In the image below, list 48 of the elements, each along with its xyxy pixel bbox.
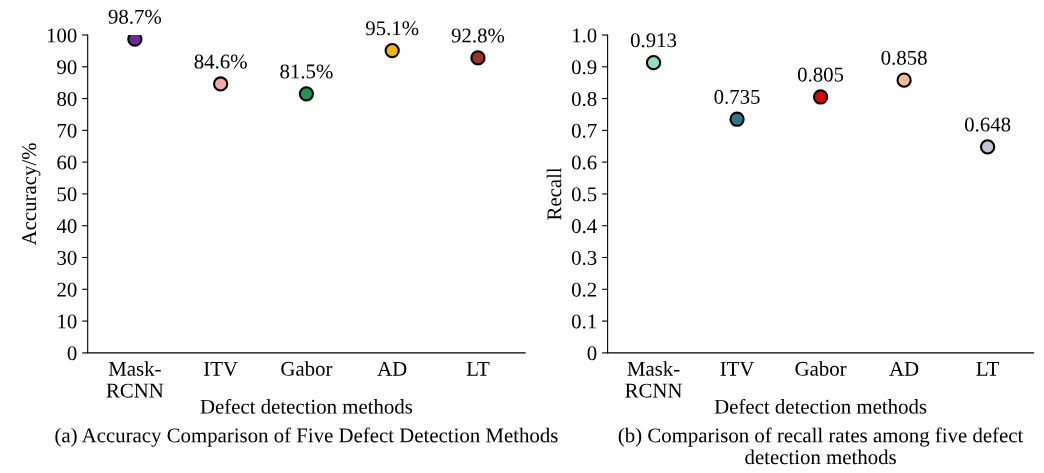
y-tick-label: 0.4 bbox=[571, 219, 597, 234]
data-label: 0.735 bbox=[714, 89, 760, 104]
y-tick-label: 0.1 bbox=[571, 314, 596, 329]
x-tick-label: Gabor bbox=[281, 361, 333, 376]
x-tick-label: ITV bbox=[204, 362, 238, 376]
x-tick-label: Mask- RCNN bbox=[625, 361, 683, 398]
text: (b) Comparison of recall rates among five defect detection methods bbox=[618, 427, 1024, 465]
x-axis-title: Defect detection methods bbox=[200, 398, 413, 414]
y-axis-title: Recall bbox=[546, 167, 562, 220]
y-tick-label: 0.9 bbox=[571, 60, 597, 75]
y-tick-label: 60 bbox=[57, 155, 77, 170]
y-tick-label: 80 bbox=[57, 91, 77, 107]
y-tick-label: 0.8 bbox=[571, 91, 597, 107]
y-tick-label: 20 bbox=[57, 282, 77, 297]
data-label: 81.5% bbox=[280, 64, 333, 79]
x-tick-label: ITV bbox=[720, 362, 755, 376]
y-tick-label: 0.3 bbox=[571, 250, 597, 266]
y-tick-label: 0.2 bbox=[571, 282, 597, 297]
y-tick-label: 50 bbox=[57, 187, 77, 202]
x-tick-label: Mask- RCNN bbox=[106, 361, 164, 398]
x-tick-label: LT bbox=[976, 362, 1000, 376]
y-tick-label: 40 bbox=[56, 219, 77, 234]
data-label: 92.8% bbox=[451, 28, 505, 43]
y-tick-label: 100 bbox=[47, 28, 77, 43]
x-tick-label: LT bbox=[466, 362, 490, 376]
data-label: 98.7% bbox=[108, 9, 162, 24]
data-label: 84.6% bbox=[194, 54, 247, 69]
data-label: 0.805 bbox=[797, 67, 844, 82]
y-tick-label: 0 bbox=[587, 346, 597, 361]
data-label: 0.648 bbox=[964, 117, 1011, 132]
data-label: 0.858 bbox=[881, 50, 927, 65]
y-tick-label: 90 bbox=[57, 60, 77, 75]
y-tick-label: 0.6 bbox=[571, 155, 597, 170]
y-tick-label: 30 bbox=[57, 250, 77, 265]
y-tick-label: 10 bbox=[58, 314, 77, 329]
data-label: 95.1% bbox=[365, 21, 419, 36]
x-tick-label: Gabor bbox=[795, 361, 847, 376]
x-tick-label: AD bbox=[889, 361, 919, 376]
y-tick-label: 0.5 bbox=[571, 187, 597, 202]
y-tick-label: 0.7 bbox=[571, 123, 597, 138]
x-axis-title: Defect detection methods bbox=[714, 398, 927, 414]
y-tick-label: 0 bbox=[67, 346, 77, 361]
data-label: 0.913 bbox=[630, 33, 677, 48]
text: (a) Accuracy Comparison of Five Defect Detection Methods bbox=[55, 427, 558, 447]
y-axis-title: Accuracy/% bbox=[22, 143, 41, 246]
y-tick-label: 70 bbox=[57, 123, 77, 138]
x-tick-label: AD bbox=[377, 361, 407, 376]
y-tick-label: 1.0 bbox=[572, 28, 597, 43]
